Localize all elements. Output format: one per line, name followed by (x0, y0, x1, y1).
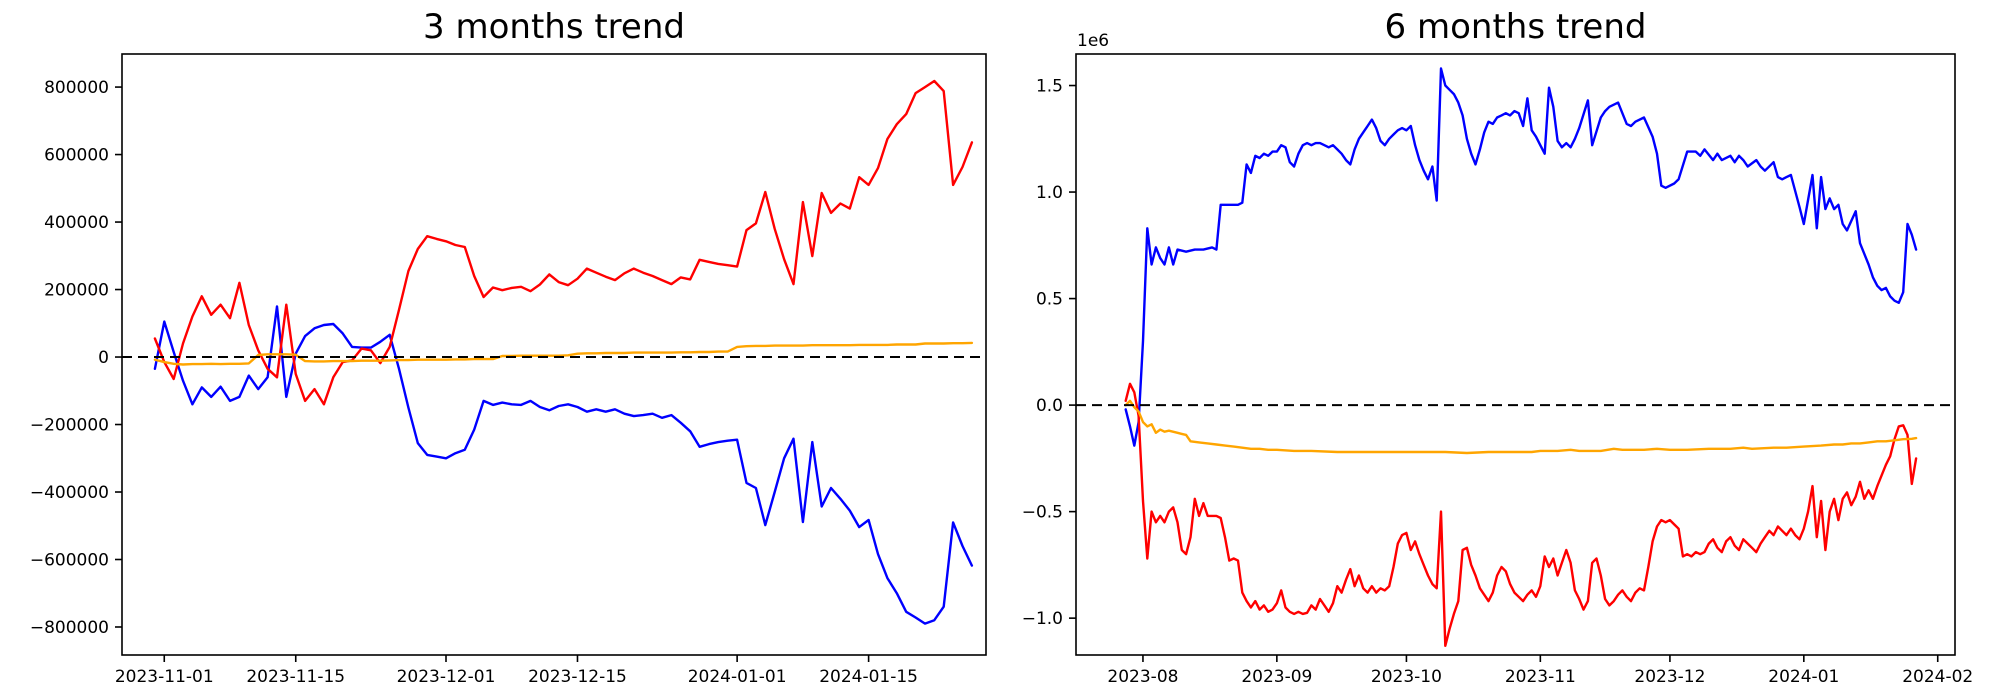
x-tick-label: 2023-09 (1241, 667, 1312, 687)
series-line-blue (1124, 67, 1918, 447)
y-tick-label: 0 (98, 348, 109, 368)
series-line-red (153, 79, 974, 406)
y-tick-label: 0.0 (1036, 396, 1063, 416)
plot-border (1075, 53, 1956, 656)
chart-title: 6 months trend (1385, 7, 1647, 47)
series-line-red (1124, 382, 1918, 647)
y-tick-label: −200000 (30, 416, 109, 436)
x-tick-label: 2024-01 (1768, 667, 1839, 687)
y-tick-label: 800000 (44, 78, 109, 98)
y-axis-offset-label: 1e6 (1077, 31, 1109, 51)
series-group (153, 79, 974, 625)
y-tick-label: 400000 (44, 213, 109, 233)
y-tick-label: 1.5 (1036, 77, 1063, 97)
series-line-orange (153, 341, 974, 366)
x-tick-label: 2023-12-01 (397, 667, 496, 687)
chart-3-months-trend: 2023-11-01 2023-11-15 2023-12-01 2023-12-15… (30, 7, 987, 687)
x-tick-label: 2023-08 (1107, 667, 1178, 687)
y-tick-label: −600000 (30, 551, 109, 571)
x-tick-label: 2024-02 (1902, 667, 1973, 687)
x-tick-label: 2023-11 (1505, 667, 1576, 687)
x-tick-label: 2023-11-15 (246, 667, 345, 687)
y-tick-label: −1.0 (1022, 609, 1063, 629)
y-tick-label: −400000 (30, 483, 109, 503)
series-group (1124, 67, 1918, 647)
y-tick-label: 200000 (44, 281, 109, 301)
x-tick-label: 2023-12-15 (528, 667, 627, 687)
y-tick-label: 1.0 (1036, 183, 1063, 203)
series-line-blue (153, 305, 974, 625)
y-tick-label: 600000 (44, 146, 109, 166)
x-tick-label: 2023-10 (1371, 667, 1442, 687)
x-tick-label: 2024-01-01 (688, 667, 787, 687)
x-tick-label: 2023-11-01 (115, 667, 214, 687)
y-tick-label: −800000 (30, 618, 109, 638)
chart-6-months-trend: 2023-08 2023-09 2023-10 2023-11 2023-12 2024-… (1022, 7, 1974, 687)
x-tick-label: 2023-12 (1634, 667, 1705, 687)
x-tick-label: 2024-01-15 (819, 667, 918, 687)
y-tick-label: −0.5 (1022, 503, 1063, 523)
series-line-orange (1124, 399, 1918, 455)
chart-title: 3 months trend (423, 7, 685, 47)
plot-border (121, 53, 987, 656)
y-tick-label: 0.5 (1036, 290, 1063, 310)
